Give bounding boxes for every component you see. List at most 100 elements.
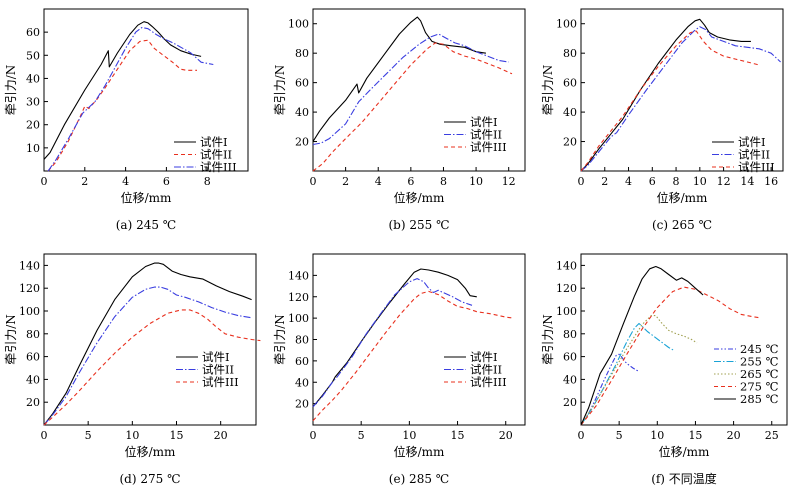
series-line-1 xyxy=(580,353,640,426)
series-line-4 xyxy=(580,286,761,426)
x-tick-label: 0 xyxy=(310,429,317,442)
x-axis-title: 位移/mm xyxy=(394,190,445,205)
x-tick-label: 0 xyxy=(578,175,585,188)
x-tick-label: 14 xyxy=(740,175,754,188)
y-tick-label: 40 xyxy=(26,373,40,386)
legend-label: 245 ℃ xyxy=(740,342,779,356)
y-tick-label: 140 xyxy=(19,259,40,272)
plot-frame xyxy=(580,253,788,426)
y-tick-label: 80 xyxy=(563,328,577,341)
legend-label: 试件III xyxy=(200,160,237,174)
y-tick-label: 120 xyxy=(19,282,40,295)
series-line-2 xyxy=(312,278,473,408)
series-line-1 xyxy=(43,262,252,426)
x-tick-label: 8 xyxy=(673,175,680,188)
x-tick-label: 2 xyxy=(601,175,608,188)
x-tick-label: 4 xyxy=(122,175,129,188)
y-tick-label: 100 xyxy=(288,312,309,325)
y-tick-label: 100 xyxy=(556,18,577,31)
legend-label: 试件II xyxy=(470,128,502,142)
x-tick-label: 0 xyxy=(41,175,48,188)
x-axis-title: 位移/mm xyxy=(394,444,445,459)
chart-panel-4: 0 5 10 15 20 20 40 60 80 100 120 140 位移/mm 牵引力/N (d) 2… xyxy=(4,253,261,486)
x-tick-label: 6 xyxy=(649,175,656,188)
y-tick-label: 80 xyxy=(563,47,577,60)
x-tick-label: 20 xyxy=(727,429,741,442)
legend-label: 试件III xyxy=(202,375,239,389)
y-tick-label: 20 xyxy=(563,396,577,409)
x-tick-label: 10 xyxy=(125,429,139,442)
x-tick-label: 15 xyxy=(688,429,702,442)
y-axis-title: 牵引力/N xyxy=(4,65,18,116)
x-tick-label: 0 xyxy=(310,175,317,188)
y-tick-label: 20 xyxy=(26,119,40,132)
legend-label: 试件II xyxy=(738,148,770,162)
series-line-2 xyxy=(580,322,676,426)
x-tick-label: 10 xyxy=(402,429,416,442)
y-tick-label: 80 xyxy=(26,328,40,341)
y-tick-label: 40 xyxy=(26,72,40,85)
x-tick-label: 10 xyxy=(469,175,483,188)
panel-caption: (b) 255 ℃ xyxy=(388,218,449,232)
x-tick-label: 12 xyxy=(717,175,731,188)
y-tick-label: 60 xyxy=(295,355,309,368)
series-line-1 xyxy=(312,268,477,408)
y-tick-label: 80 xyxy=(295,47,309,60)
x-axis-title: 位移/mm xyxy=(657,190,708,205)
y-tick-label: 60 xyxy=(26,26,40,39)
x-axis-title: 位移/mm xyxy=(125,444,176,459)
y-axis-title: 牵引力/N xyxy=(541,314,555,365)
plot-frame xyxy=(43,8,249,172)
series-line-2 xyxy=(312,33,509,146)
legend-label: 试件II xyxy=(200,148,232,162)
x-tick-label: 5 xyxy=(358,429,365,442)
y-tick-label: 140 xyxy=(556,259,577,272)
x-axis-title: 位移/mm xyxy=(659,444,710,459)
legend-label: 试件II xyxy=(470,363,502,377)
y-tick-label: 40 xyxy=(563,106,577,119)
x-tick-label: 15 xyxy=(170,429,184,442)
legend-label: 试件II xyxy=(202,363,234,377)
legend-label: 试件I xyxy=(202,350,230,364)
x-tick-label: 20 xyxy=(499,429,513,442)
x-tick-label: 16 xyxy=(764,175,778,188)
y-axis-title: 牵引力/N xyxy=(4,314,18,365)
y-tick-label: 40 xyxy=(295,376,309,389)
y-tick-label: 60 xyxy=(563,351,577,364)
series-line-2 xyxy=(43,286,252,426)
legend-label: 试件I xyxy=(470,115,498,129)
legend-label: 255 ℃ xyxy=(740,355,779,369)
chart-panel-3: 0 2 4 6 8 10 12 14 16 20 40 60 80 100 位移/mm 牵引力/N (c) 26… xyxy=(541,8,784,232)
chart-panel-6: 0 5 10 15 20 25 20 40 60 80 100 120 140 位移/mm 牵引力/N (f)… xyxy=(541,253,788,486)
y-tick-label: 100 xyxy=(19,305,40,318)
y-tick-label: 60 xyxy=(295,77,309,90)
y-tick-label: 20 xyxy=(563,136,577,149)
y-tick-label: 100 xyxy=(288,18,309,31)
legend-label: 试件I xyxy=(470,350,498,364)
series-line-3 xyxy=(312,290,514,422)
y-tick-label: 30 xyxy=(26,96,40,109)
y-tick-label: 40 xyxy=(563,373,577,386)
legend-label: 265 ℃ xyxy=(740,367,779,381)
x-tick-label: 5 xyxy=(85,429,92,442)
y-axis-title: 牵引力/N xyxy=(273,65,287,116)
x-tick-label: 20 xyxy=(214,429,228,442)
y-tick-label: 100 xyxy=(556,305,577,318)
x-tick-label: 5 xyxy=(616,429,623,442)
y-tick-label: 20 xyxy=(26,396,40,409)
y-tick-label: 20 xyxy=(295,398,309,411)
x-tick-label: 2 xyxy=(81,175,88,188)
y-tick-label: 120 xyxy=(288,291,309,304)
series-line-3 xyxy=(47,26,214,172)
legend-label: 试件III xyxy=(738,160,775,174)
y-tick-label: 50 xyxy=(26,49,40,62)
legend-label: 试件III xyxy=(470,140,507,154)
legend-label: 285 ℃ xyxy=(740,392,779,406)
y-tick-label: 60 xyxy=(26,351,40,364)
legend-label: 试件III xyxy=(470,375,507,389)
series-line-3 xyxy=(312,42,513,172)
